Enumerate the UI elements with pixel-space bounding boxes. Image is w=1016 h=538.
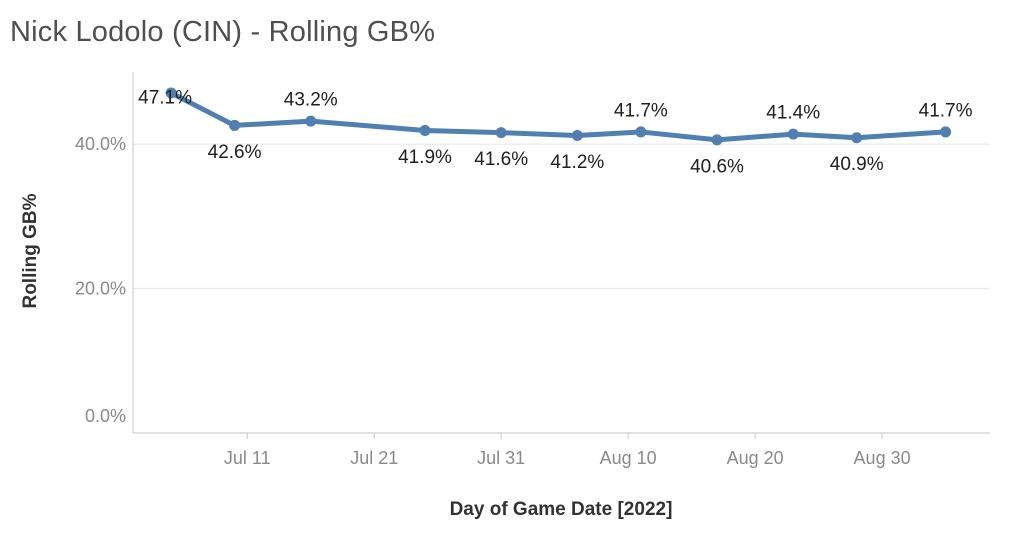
x-axis-tick-label: Aug 20: [727, 448, 784, 468]
data-point-label: 41.6%: [474, 149, 528, 170]
data-point-label: 41.7%: [919, 100, 973, 121]
data-point-marker[interactable]: [305, 115, 317, 127]
x-axis-tick-label: Aug 30: [854, 448, 911, 468]
data-point-marker[interactable]: [495, 127, 507, 139]
data-point-marker[interactable]: [635, 126, 647, 138]
data-point-label: 42.6%: [208, 142, 262, 163]
data-point-marker[interactable]: [940, 126, 952, 138]
y-axis-tick-label: 20.0%: [75, 279, 126, 299]
data-point-label: 47.1%: [138, 87, 192, 108]
y-axis-tick-label: 0.0%: [85, 406, 126, 426]
data-point-marker[interactable]: [165, 87, 177, 99]
data-point-marker[interactable]: [229, 119, 241, 131]
y-axis-tick-label: 40.0%: [75, 134, 126, 154]
data-point-marker[interactable]: [851, 132, 863, 144]
data-point-label: 41.7%: [614, 100, 668, 121]
x-axis-tick-label: Jul 11: [224, 448, 271, 468]
data-point-label: 41.4%: [766, 103, 820, 124]
data-point-label: 40.6%: [690, 156, 744, 177]
x-axis-title: Day of Game Date [2022]: [449, 499, 673, 520]
x-axis-tick-label: Aug 10: [600, 448, 657, 468]
chart-title: Nick Lodolo (CIN) - Rolling GB%: [10, 16, 436, 48]
data-point-marker[interactable]: [571, 130, 583, 142]
data-point-label: 40.9%: [830, 154, 884, 175]
data-point-marker[interactable]: [711, 134, 723, 146]
x-axis-tick-label: Jul 21: [350, 448, 398, 468]
data-point-marker[interactable]: [419, 124, 431, 136]
data-point-label: 41.9%: [398, 147, 452, 168]
data-point-label: 43.2%: [284, 90, 338, 111]
data-point-marker[interactable]: [787, 128, 799, 140]
data-point-label: 41.2%: [550, 152, 604, 173]
x-axis-tick-label: Jul 31: [477, 448, 525, 468]
